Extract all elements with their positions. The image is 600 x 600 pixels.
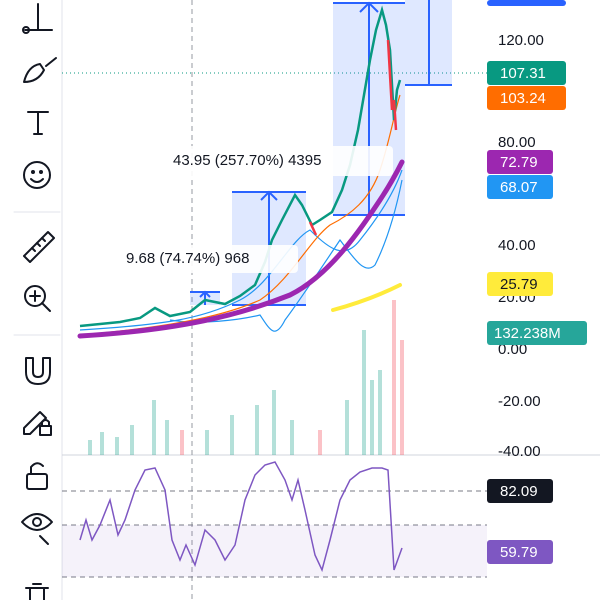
price-candles [79, 5, 402, 328]
band-upper [79, 169, 403, 331]
price-tag [487, 61, 566, 85]
rsi-zone [62, 525, 487, 577]
price-tag [487, 540, 553, 564]
price-candles-down [308, 39, 398, 236]
delete-tool[interactable] [25, 583, 49, 600]
chart-area: 9.68 (74.74%) 968 43.95 (257.70%) 4395 [62, 0, 600, 600]
price-tag-label: 59.79 [500, 544, 538, 561]
volume-bars [88, 300, 404, 455]
measure-arrow [190, 290, 220, 305]
price-tag [487, 272, 553, 296]
price-tag [487, 321, 587, 345]
axis-label: 80.00 [498, 134, 536, 151]
measure-label: 43.95 (257.70%) 4395 [173, 152, 321, 169]
visibility-tool[interactable] [21, 513, 53, 545]
price-tag-label: 72.79 [500, 154, 538, 171]
measure-arrow [405, 0, 452, 86]
measure-label-box [118, 245, 298, 273]
price-tag-label: 68.07 [500, 179, 538, 196]
yellow-line [331, 283, 402, 312]
measure-label-box [163, 146, 393, 176]
lock-drawings-tool[interactable] [23, 411, 52, 436]
measure-label: 9.68 (74.74%) 968 [126, 250, 249, 267]
axis-label: 0.00 [498, 341, 527, 358]
price-tag [487, 0, 566, 6]
text-tool[interactable] [27, 111, 49, 135]
zoom-tool[interactable] [24, 285, 51, 312]
price-tag [487, 86, 566, 110]
rsi-line [79, 461, 403, 573]
toolbar [13, 3, 61, 600]
trend-line-tool[interactable] [22, 3, 53, 34]
price-tag-label: 132.238M [494, 325, 561, 342]
price-tag-label: 103.24 [500, 90, 546, 107]
axis-label: -40.00 [498, 443, 541, 460]
price-tag-label: 107.31 [500, 65, 546, 82]
price-tag-label: 25.79 [500, 276, 538, 293]
magnet-tool[interactable] [25, 357, 51, 385]
emoji-tool[interactable] [23, 161, 51, 189]
price-tag [487, 479, 553, 503]
ruler-tool[interactable] [23, 231, 55, 263]
price-tag [487, 175, 553, 199]
axis-label: -20.00 [498, 393, 541, 410]
brush-tool[interactable] [23, 57, 57, 83]
lock-tool[interactable] [26, 462, 48, 490]
ema-long [77, 159, 405, 339]
price-tag [487, 150, 553, 174]
axis-label: 40.00 [498, 237, 536, 254]
price-tags: 107.31 103.24 72.79 68.07 25.79 132.238M… [487, 0, 587, 564]
price-tag-label: 82.09 [500, 483, 538, 500]
axis-label: 120.00 [498, 32, 544, 49]
